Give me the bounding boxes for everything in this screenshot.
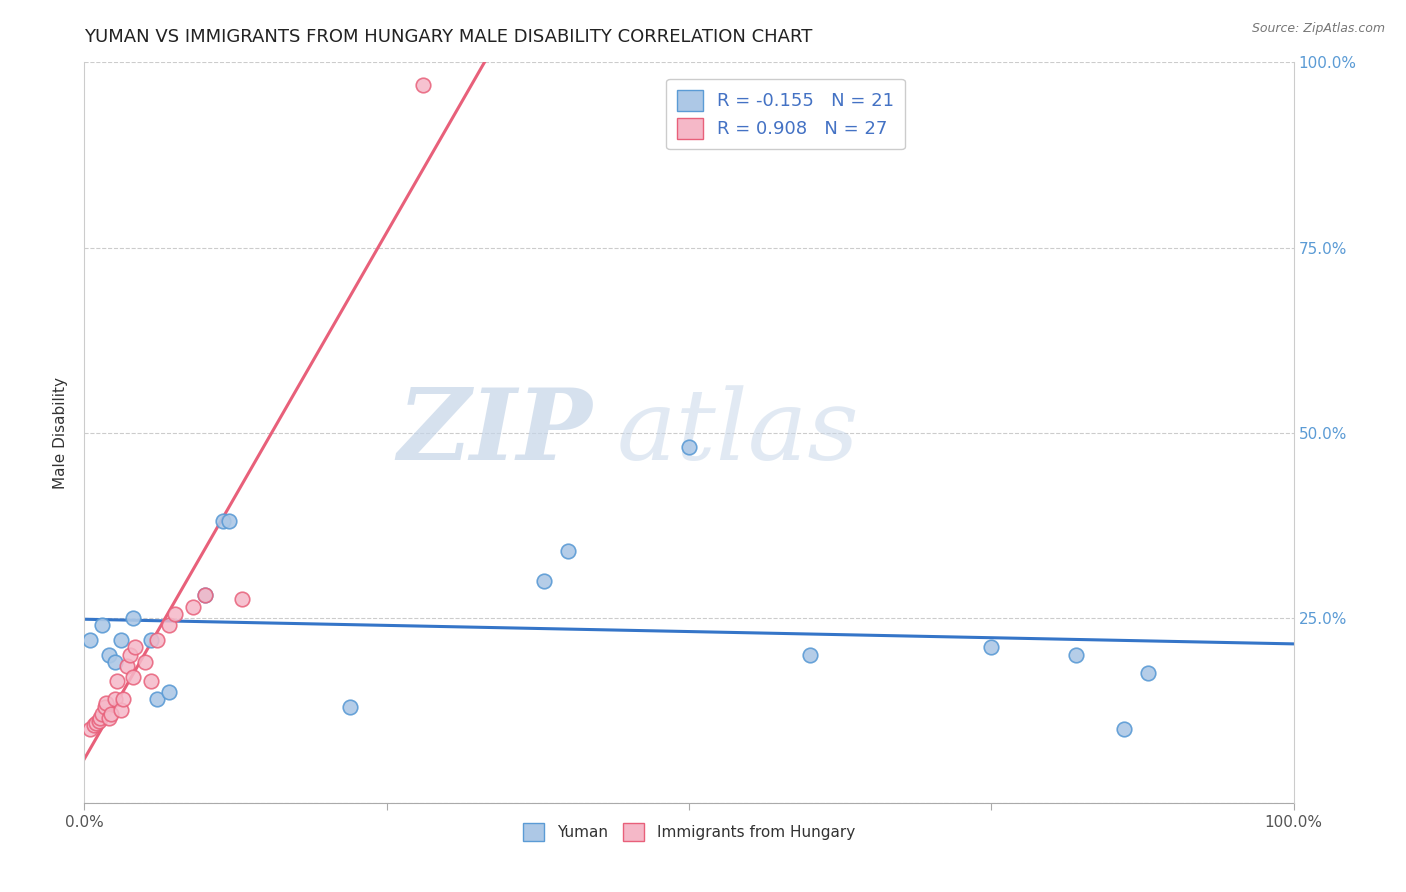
Point bbox=[218, 515, 240, 529]
Point bbox=[112, 692, 135, 706]
Point bbox=[339, 699, 361, 714]
Text: YUMAN VS IMMIGRANTS FROM HUNGARY MALE DISABILITY CORRELATION CHART: YUMAN VS IMMIGRANTS FROM HUNGARY MALE DI… bbox=[84, 28, 813, 45]
Point bbox=[115, 658, 138, 673]
Point bbox=[83, 718, 105, 732]
Point bbox=[194, 589, 217, 603]
Point bbox=[678, 441, 700, 455]
Point bbox=[120, 648, 142, 662]
Legend: Yuman, Immigrants from Hungary: Yuman, Immigrants from Hungary bbox=[517, 817, 860, 847]
Point bbox=[1064, 648, 1087, 662]
Point bbox=[91, 618, 114, 632]
Point bbox=[104, 692, 127, 706]
Point bbox=[110, 632, 132, 647]
Point bbox=[181, 599, 204, 614]
Point bbox=[212, 515, 235, 529]
Point bbox=[110, 703, 132, 717]
Y-axis label: Male Disability: Male Disability bbox=[53, 376, 69, 489]
Point bbox=[87, 714, 110, 729]
Point bbox=[139, 632, 162, 647]
Point bbox=[799, 648, 821, 662]
Text: ZIP: ZIP bbox=[398, 384, 592, 481]
Text: atlas: atlas bbox=[616, 385, 859, 480]
Point bbox=[86, 715, 108, 730]
Point bbox=[1114, 722, 1136, 736]
Point bbox=[165, 607, 187, 621]
Point bbox=[91, 706, 114, 721]
Point bbox=[146, 632, 169, 647]
Point bbox=[231, 592, 253, 607]
Point bbox=[139, 673, 162, 688]
Point bbox=[146, 692, 169, 706]
Point bbox=[194, 589, 217, 603]
Point bbox=[79, 722, 101, 736]
Point bbox=[533, 574, 555, 588]
Point bbox=[100, 706, 122, 721]
Point bbox=[121, 670, 143, 684]
Point bbox=[121, 610, 143, 624]
Point bbox=[157, 618, 180, 632]
Point bbox=[157, 685, 180, 699]
Point bbox=[412, 78, 434, 92]
Text: Source: ZipAtlas.com: Source: ZipAtlas.com bbox=[1251, 22, 1385, 36]
Point bbox=[1137, 666, 1160, 681]
Point bbox=[97, 648, 120, 662]
Point bbox=[89, 711, 111, 725]
Point bbox=[124, 640, 146, 655]
Point bbox=[94, 696, 117, 710]
Point bbox=[980, 640, 1002, 655]
Point bbox=[79, 632, 101, 647]
Point bbox=[97, 711, 120, 725]
Point bbox=[105, 673, 128, 688]
Point bbox=[104, 655, 127, 669]
Point bbox=[94, 699, 117, 714]
Point bbox=[557, 544, 579, 558]
Point bbox=[134, 655, 156, 669]
